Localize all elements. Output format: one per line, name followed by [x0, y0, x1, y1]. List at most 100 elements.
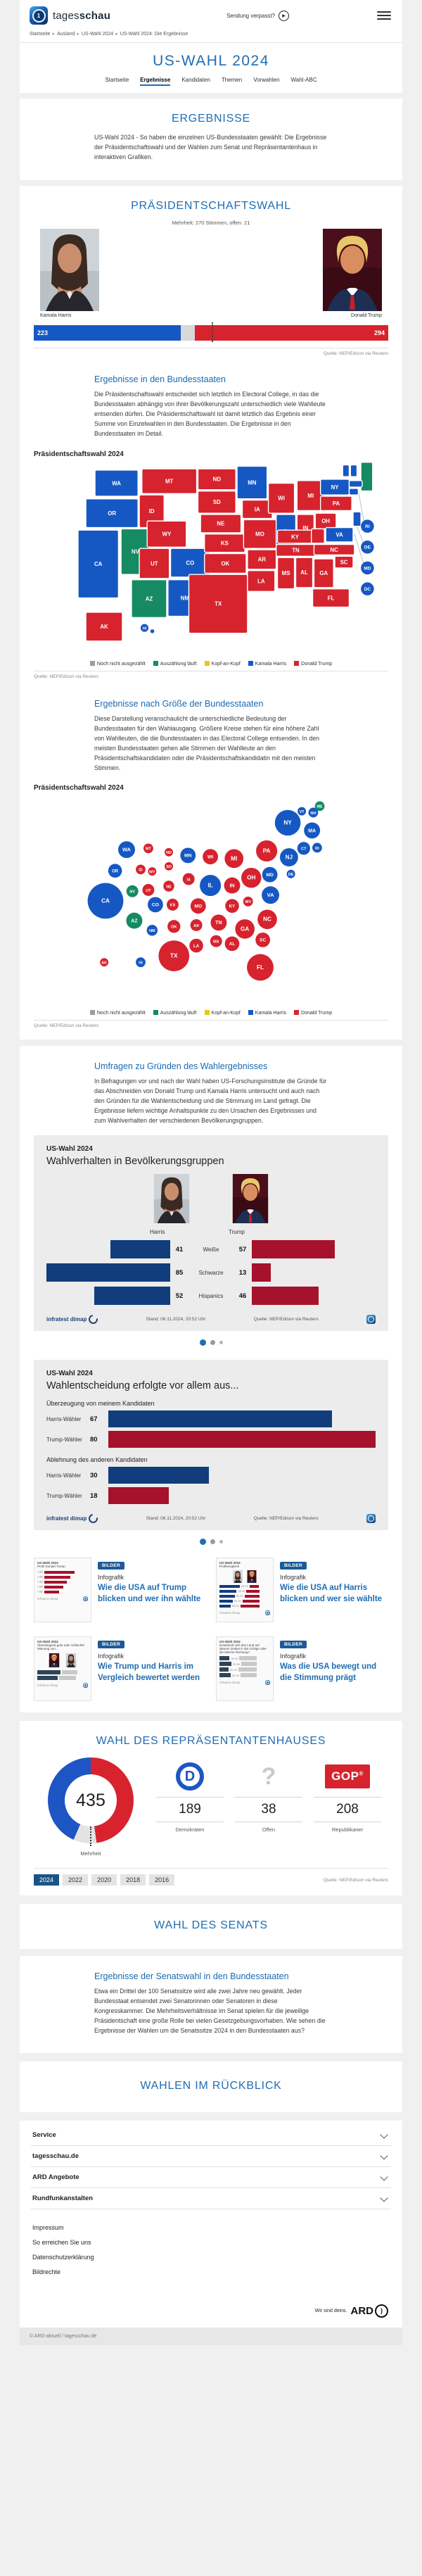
accordion-rundfunkanstalten[interactable]: Rundfunkanstalten	[31, 2187, 391, 2209]
tab-wahl-abc[interactable]: Wahl-ABC	[290, 77, 317, 83]
tab-themen[interactable]: Themen	[221, 77, 243, 83]
state-HI[interactable]	[140, 624, 149, 632]
bubble-MT[interactable]	[143, 843, 153, 854]
us-bubble-map[interactable]: ME VT NH NY MA WA MT ND MN WI MI PA NJ CT RI OR ID WY SD IA…	[42, 795, 380, 1006]
bubble-CT[interactable]	[297, 842, 310, 855]
bubble-IL[interactable]	[200, 874, 222, 897]
state-MN[interactable]	[236, 465, 268, 499]
bubble-NM[interactable]	[146, 924, 158, 936]
bubble-MD[interactable]	[262, 866, 278, 883]
year-chip-2020[interactable]: 2020	[91, 1874, 117, 1886]
teaser-card-4[interactable]: US-Wahl 2024 Entwickelt sich das Land auf…	[216, 1636, 388, 1702]
bubble-KS[interactable]	[166, 898, 179, 911]
tab-ergebnisse[interactable]: Ergebnisse	[140, 77, 171, 86]
bubble-OH[interactable]	[241, 867, 262, 888]
bubble-WA[interactable]	[118, 841, 135, 859]
teaser-card-1[interactable]: US-Wahl 2024 Profil Donald Trump ▪ 00 ▪ 00 ▪…	[34, 1558, 206, 1623]
bubble-IN[interactable]	[224, 877, 241, 894]
tab-startseite[interactable]: Startseite	[105, 77, 129, 83]
breadcrumb-item[interactable]: US-Wahl 2024	[81, 32, 114, 37]
state-ND[interactable]	[197, 467, 236, 490]
state-WV[interactable]	[311, 528, 325, 543]
accordion-ardangebote[interactable]: ARD Angebote	[31, 2166, 391, 2187]
breadcrumb-item[interactable]: Startseite	[30, 32, 51, 37]
bubble-NE[interactable]	[163, 880, 174, 892]
bubble-UT[interactable]	[142, 883, 155, 896]
state-PA[interactable]	[319, 495, 352, 511]
state-OK[interactable]	[204, 553, 247, 574]
state-MS[interactable]	[276, 556, 295, 589]
bubble-AK[interactable]	[100, 958, 109, 967]
bubble-MA[interactable]	[304, 822, 321, 839]
bubble-PA[interactable]	[256, 840, 278, 861]
state-MD[interactable]	[361, 561, 374, 574]
state-AR[interactable]	[247, 548, 277, 570]
year-chip-2018[interactable]: 2018	[120, 1874, 146, 1886]
state-TX[interactable]	[188, 574, 248, 633]
bubble-OK[interactable]	[167, 920, 181, 933]
us-choropleth-map[interactable]: WA OR CA NV ID MT WY UT CO AZ NM ND SD NE KS OK TX MN IA MO…	[42, 461, 380, 657]
bubble-MI[interactable]	[224, 849, 244, 869]
state-DE[interactable]	[361, 540, 374, 554]
year-chip-2022[interactable]: 2022	[63, 1874, 89, 1886]
bubble-NH[interactable]	[308, 807, 319, 818]
state-SD[interactable]	[197, 490, 236, 514]
bubble-LA[interactable]	[189, 938, 203, 953]
dot-2[interactable]	[210, 1340, 215, 1346]
state-FL[interactable]	[312, 588, 350, 607]
bubble-KY[interactable]	[225, 899, 239, 913]
bubble-TN[interactable]	[210, 914, 227, 931]
bubble-AL[interactable]	[224, 936, 240, 952]
state-CT[interactable]	[348, 487, 359, 495]
bubble-ID[interactable]	[136, 864, 146, 875]
bubble-CA[interactable]	[87, 883, 124, 919]
menu-icon[interactable]	[377, 11, 391, 20]
dot-3[interactable]	[219, 1341, 223, 1345]
bubble-ND[interactable]	[165, 847, 173, 857]
bubble-SC[interactable]	[255, 932, 270, 947]
footer-link[interactable]: Bildrechte	[32, 2268, 61, 2275]
state-OR[interactable]	[85, 498, 139, 528]
state-RI[interactable]	[361, 519, 374, 533]
state-WY[interactable]	[146, 520, 187, 548]
bubble-VT[interactable]	[298, 807, 307, 816]
state-MI[interactable]	[296, 479, 325, 511]
teaser-card-3[interactable]: US-Wahl 2024 Überwiegend gute oder schlec…	[34, 1636, 206, 1702]
state-SC[interactable]	[334, 555, 354, 569]
dot-active[interactable]	[199, 1339, 206, 1346]
bubble-MO[interactable]	[190, 898, 206, 914]
state-NH[interactable]	[350, 464, 358, 477]
bubble-WV[interactable]	[243, 896, 253, 907]
dot2-3[interactable]	[219, 1540, 223, 1544]
bubble-CO[interactable]	[147, 897, 163, 913]
bubble-AZ[interactable]	[126, 912, 143, 929]
footer-link[interactable]: So erreichen Sie uns	[32, 2238, 91, 2246]
bubble-NC[interactable]	[257, 909, 277, 929]
year-chip-2016[interactable]: 2016	[149, 1874, 175, 1886]
bubble-RI[interactable]	[312, 842, 322, 853]
bubble-WY[interactable]	[148, 866, 157, 876]
bubble-MN[interactable]	[180, 847, 196, 864]
state-LA[interactable]	[247, 569, 276, 592]
state-MT[interactable]	[141, 467, 198, 494]
state-AL[interactable]	[295, 556, 314, 588]
state-ME[interactable]	[360, 461, 373, 491]
state-WI[interactable]	[267, 482, 295, 514]
footer-link[interactable]: Datenschutzerklärung	[32, 2253, 94, 2261]
dot2-active[interactable]	[199, 1539, 206, 1546]
state-VT[interactable]	[342, 464, 350, 477]
bubble-GA[interactable]	[235, 918, 255, 939]
state-NC[interactable]	[313, 543, 355, 555]
sendung-verpasst-link[interactable]: Sendung verpasst? ▶	[226, 10, 289, 21]
state-DC[interactable]	[361, 581, 374, 595]
year-chip-2024[interactable]: 2024	[34, 1874, 60, 1886]
bubble-OR[interactable]	[108, 864, 122, 878]
state-MA[interactable]	[348, 479, 363, 488]
bubble-ME[interactable]	[314, 801, 325, 812]
bubble-SD[interactable]	[165, 861, 173, 871]
tagesschau-logo[interactable]: 1 tagesschau	[30, 6, 110, 25]
state-NE[interactable]	[200, 513, 242, 533]
bubble-VA[interactable]	[262, 886, 280, 904]
state-NJ[interactable]	[352, 511, 362, 526]
teaser-card-2[interactable]: US-Wahl 2024 Profilvergleich 00 00 00 00 00…	[216, 1558, 388, 1623]
